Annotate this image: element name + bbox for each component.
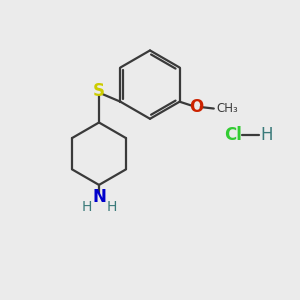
Text: H: H xyxy=(106,200,117,214)
Text: Cl: Cl xyxy=(224,126,242,144)
Text: N: N xyxy=(92,188,106,206)
Text: H: H xyxy=(260,126,273,144)
Text: S: S xyxy=(93,82,105,100)
Text: CH₃: CH₃ xyxy=(217,102,239,115)
Text: H: H xyxy=(81,200,92,214)
Text: O: O xyxy=(189,98,203,116)
